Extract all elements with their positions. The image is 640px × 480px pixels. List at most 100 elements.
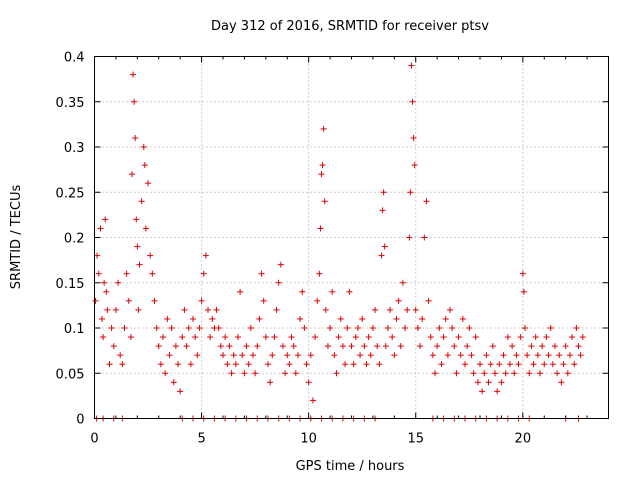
data-point: [224, 361, 231, 368]
data-point: [136, 261, 143, 268]
data-point: [138, 198, 145, 205]
data-point: [153, 325, 160, 331]
data-point: [442, 315, 449, 322]
data-point: [487, 361, 494, 368]
data-point: [506, 361, 513, 368]
data-point: [515, 361, 522, 368]
data-point: [432, 370, 439, 377]
data-point: [104, 306, 111, 313]
data-point: [123, 270, 130, 277]
data-point: [241, 370, 248, 377]
data-point: [348, 343, 355, 350]
data-point: [339, 343, 346, 350]
y-tick-label: 0.3: [64, 141, 85, 156]
data-point: [352, 334, 359, 341]
data-point: [205, 306, 212, 313]
data-point: [502, 370, 509, 377]
data-point: [558, 379, 565, 386]
data-point: [451, 343, 458, 350]
data-point: [389, 334, 396, 341]
data-point: [534, 352, 541, 359]
data-point: [421, 234, 428, 241]
data-point: [269, 352, 276, 359]
data-point: [130, 71, 137, 78]
data-point: [192, 334, 199, 341]
data-point: [209, 315, 216, 322]
data-point: [121, 325, 128, 331]
data-point: [94, 252, 101, 259]
data-point: [337, 315, 344, 322]
data-point: [194, 352, 201, 359]
data-point: [489, 343, 496, 350]
data-point: [335, 334, 342, 341]
data-point: [419, 315, 426, 322]
data-point: [474, 379, 481, 386]
data-point: [172, 343, 179, 350]
data-point: [155, 343, 162, 350]
data-point: [382, 343, 389, 350]
data-point: [322, 306, 329, 313]
data-point: [181, 306, 188, 313]
data-point: [464, 343, 471, 350]
data-point: [468, 352, 475, 359]
data-point: [110, 343, 117, 350]
data-point: [399, 279, 406, 286]
data-point: [319, 162, 326, 169]
data-point: [286, 361, 293, 368]
data-point: [496, 361, 503, 368]
x-tick-labels: 0 5 10 15 20: [90, 432, 531, 447]
data-point: [256, 315, 263, 322]
data-point: [160, 334, 167, 341]
data-point: [407, 189, 414, 196]
data-point: [384, 325, 391, 331]
data-point: [539, 343, 546, 350]
y-tick-label: 0: [76, 413, 84, 428]
data-point: [566, 352, 573, 359]
data-point: [170, 379, 177, 386]
data-point: [526, 370, 533, 377]
data-point: [457, 352, 464, 359]
data-point: [530, 361, 537, 368]
data-point: [202, 252, 209, 259]
data-point: [131, 98, 138, 105]
data-point: [549, 361, 556, 368]
data-point: [166, 352, 173, 359]
data-point: [444, 352, 451, 359]
data-point: [117, 352, 124, 359]
data-point: [449, 325, 456, 331]
data-point: [532, 334, 539, 341]
data-point: [273, 306, 280, 313]
data-point: [479, 388, 486, 395]
data-point: [528, 343, 535, 350]
data-point: [115, 279, 122, 286]
data-point: [108, 325, 115, 331]
data-point: [175, 361, 182, 368]
data-point: [481, 370, 488, 377]
y-tick-label: 0.35: [56, 96, 85, 111]
data-point: [262, 334, 269, 341]
data-point: [485, 379, 492, 386]
data-point: [513, 352, 520, 359]
data-point: [133, 216, 140, 223]
data-point: [147, 252, 154, 259]
chart-title: Day 312 of 2016, SRMTID for receiver pts…: [211, 19, 489, 34]
data-point: [200, 270, 207, 277]
data-point: [327, 325, 334, 331]
data-point: [459, 315, 466, 322]
data-point: [344, 325, 351, 331]
data-point: [220, 352, 226, 359]
data-point: [378, 252, 385, 259]
data-point: [125, 297, 132, 304]
data-point: [168, 325, 175, 331]
y-tick-label: 0.25: [56, 186, 85, 201]
data-point: [423, 198, 430, 205]
x-axis-title: GPS time / hours: [296, 459, 405, 474]
data-point: [279, 343, 286, 350]
data-point: [312, 334, 319, 341]
data-point: [112, 306, 119, 313]
data-point: [230, 352, 237, 359]
x-tick-label: 0: [90, 432, 98, 447]
data-point: [361, 343, 368, 350]
data-point: [318, 171, 325, 178]
data-point: [252, 370, 259, 377]
